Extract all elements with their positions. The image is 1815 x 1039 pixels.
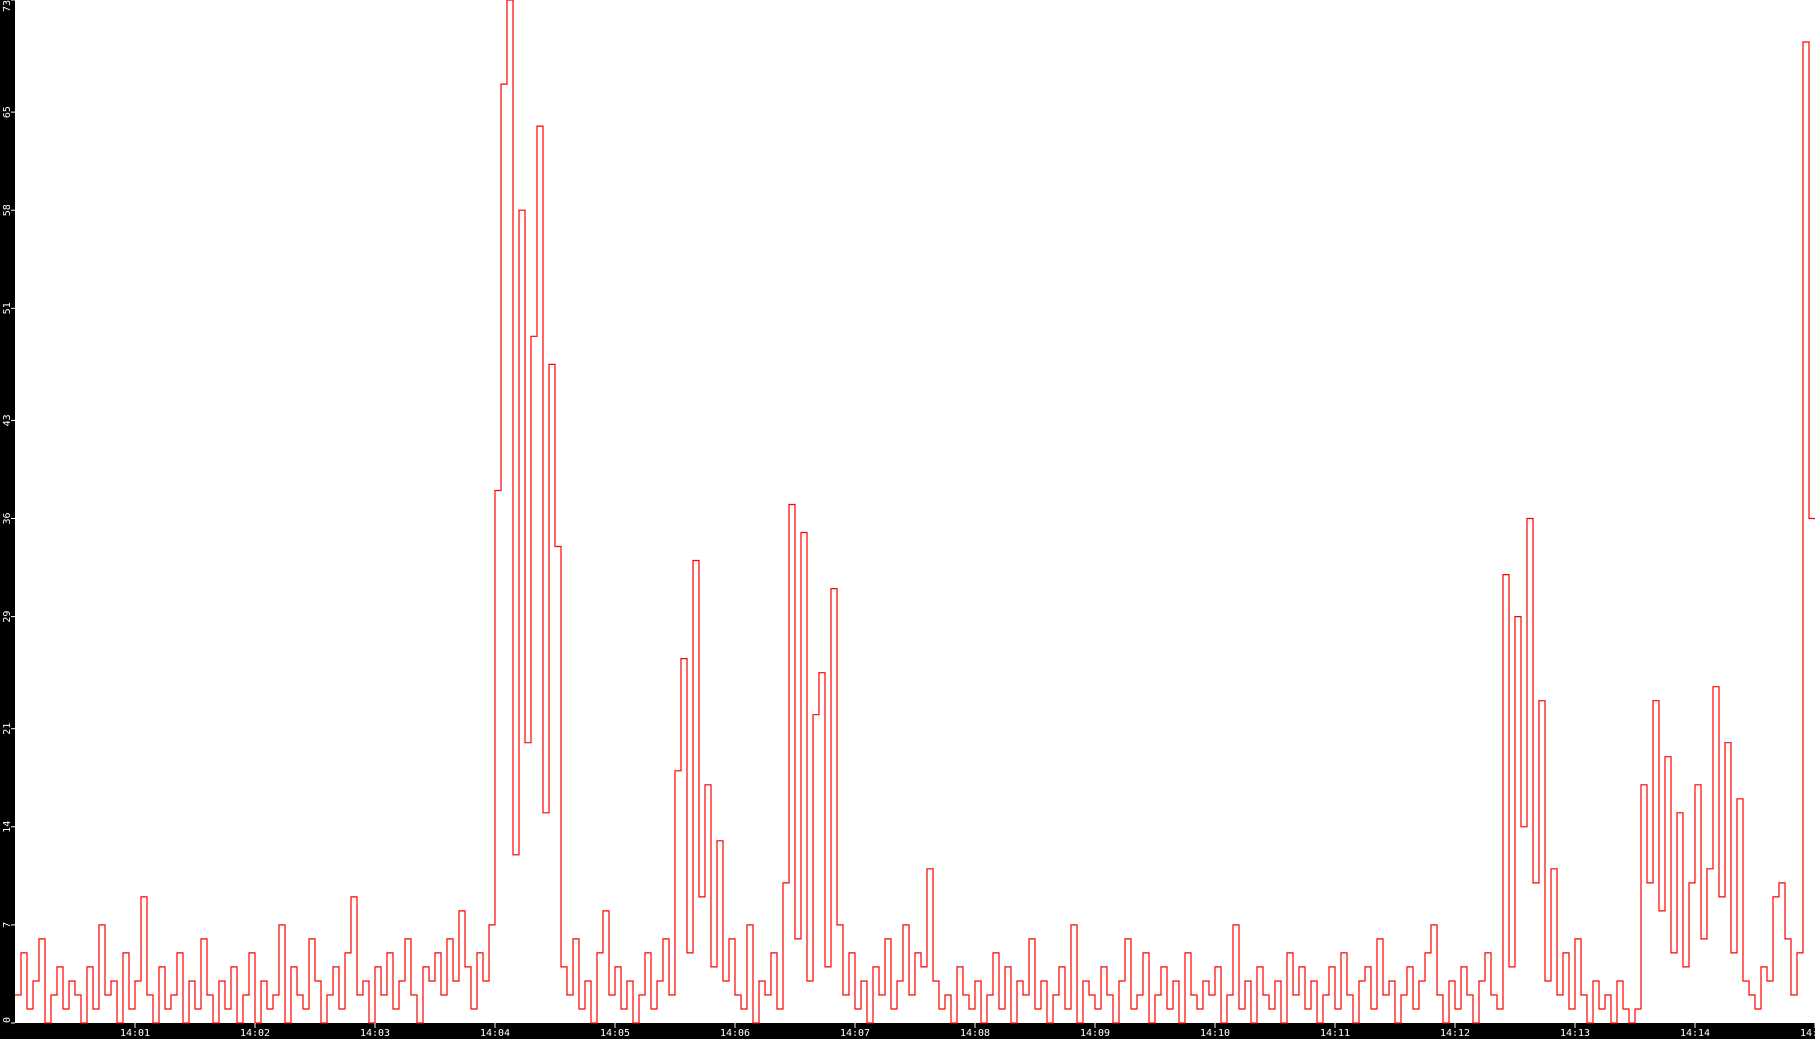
y-tick-label: 21	[2, 723, 13, 735]
x-axis: 14:01 14:02 14:03 14:04 14:05 14:06 14:07 14:08…	[120, 1023, 1815, 1039]
y-axis-band	[0, 0, 15, 1039]
y-axis: 0 7 14 21 29 36 43 51 58 65 73	[2, 0, 15, 1024]
x-tick-label: 14:01	[120, 1028, 150, 1039]
x-tick-label: 14:13	[1560, 1028, 1590, 1039]
y-tick-label: 36	[2, 512, 13, 524]
y-tick-label: 43	[2, 414, 13, 426]
x-tick-label: 14:11	[1320, 1028, 1350, 1039]
y-tick-label: 29	[2, 611, 13, 623]
x-tick-label: 14:03	[360, 1028, 390, 1039]
series-line	[15, 0, 1815, 1024]
x-tick-label: 14:02	[240, 1028, 270, 1039]
x-tick-label: 14:15	[1800, 1028, 1815, 1039]
series-line-group	[15, 0, 1815, 1024]
x-tick-label: 14:04	[480, 1028, 510, 1039]
y-tick-label: 7	[2, 922, 13, 928]
y-tick-label: 73	[2, 0, 13, 12]
y-tick-label: 65	[2, 106, 13, 118]
x-tick-label: 14:10	[1200, 1028, 1230, 1039]
x-tick-label: 14:14	[1680, 1028, 1710, 1039]
x-tick-label: 14:08	[960, 1028, 990, 1039]
x-tick-label: 14:05	[600, 1028, 630, 1039]
x-tick-label: 14:06	[720, 1028, 750, 1039]
x-tick-label: 14:12	[1440, 1028, 1470, 1039]
y-tick-label: 0	[2, 1017, 13, 1023]
y-tick-label: 14	[2, 821, 13, 833]
x-tick-label: 14:07	[840, 1028, 870, 1039]
x-tick-label: 14:09	[1080, 1028, 1110, 1039]
y-tick-label: 51	[2, 302, 13, 314]
x-axis-band	[0, 1023, 1815, 1039]
y-tick-label: 58	[2, 204, 13, 216]
